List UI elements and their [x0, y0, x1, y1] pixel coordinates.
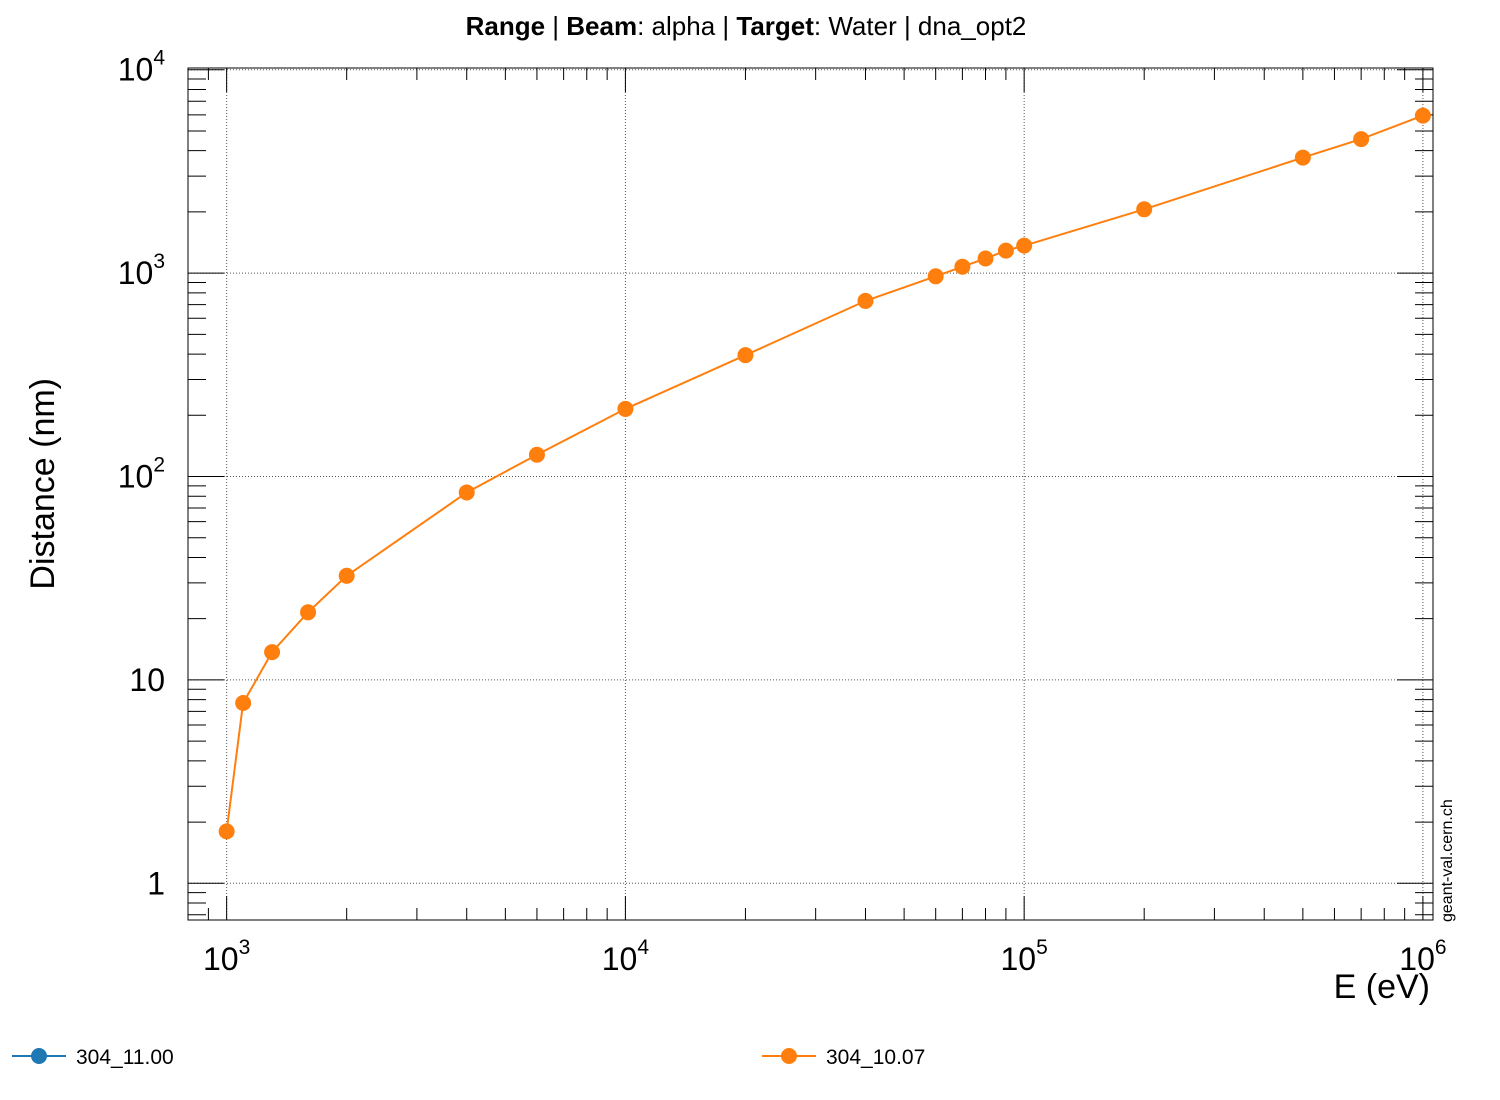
- chart-title-part: Beam: [566, 11, 637, 41]
- legend-marker: [781, 1048, 797, 1064]
- data-point: [737, 347, 754, 364]
- data-point: [1294, 149, 1311, 166]
- y-tick-exponent: 2: [153, 454, 165, 477]
- x-tick-label: 103: [203, 936, 250, 977]
- plot-frame: [187, 67, 1434, 921]
- y-axis-title: Distance (nm): [24, 378, 62, 590]
- y-tick-base: 1: [147, 865, 165, 901]
- data-point: [927, 268, 944, 285]
- y-tick-label: 1: [147, 865, 165, 901]
- data-point: [1136, 201, 1153, 218]
- chart-title-part: : Water | dna_opt2: [814, 11, 1026, 41]
- x-tick-exponent: 3: [239, 936, 251, 959]
- data-point: [857, 292, 874, 309]
- data-point: [218, 823, 235, 840]
- y-tick-label: 103: [118, 250, 165, 291]
- data-point: [264, 644, 281, 661]
- legend-item: 304_11.00: [12, 1046, 174, 1069]
- x-tick-exponent: 4: [637, 936, 649, 959]
- watermark-text: geant-val.cern.ch: [1439, 799, 1456, 922]
- x-tick-label: 106: [1399, 936, 1446, 977]
- data-point: [1353, 131, 1370, 148]
- chart-title-text: Range | Beam: alpha | Target: Water | dn…: [466, 11, 1027, 41]
- axis-ticks: [187, 68, 1433, 920]
- chart-title-part: : alpha |: [637, 11, 736, 41]
- y-tick-base: 10: [118, 255, 154, 291]
- x-tick-base: 10: [1001, 941, 1037, 977]
- x-tick-label: 104: [602, 936, 650, 977]
- data-point: [458, 484, 475, 501]
- x-tick-exponent: 6: [1435, 936, 1447, 959]
- y-tick-base: 10: [118, 459, 154, 495]
- chart-title-part: |: [545, 11, 566, 41]
- x-tick-label: 105: [1001, 936, 1048, 977]
- y-tick-exponent: 3: [153, 250, 165, 273]
- y-tick-label: 104: [118, 47, 166, 88]
- y-tick-base: 10: [129, 662, 165, 698]
- legend-label: 304_11.00: [76, 1046, 174, 1069]
- data-point: [235, 694, 252, 711]
- legend-marker: [31, 1048, 47, 1064]
- x-tick-exponent: 5: [1036, 936, 1048, 959]
- y-tick-exponent: 4: [153, 47, 165, 70]
- y-tick-label: 10: [129, 662, 165, 698]
- x-tick-base: 10: [1399, 941, 1435, 977]
- x-tick-base: 10: [602, 941, 638, 977]
- grid: [188, 68, 1433, 920]
- chart-title-part: Range: [466, 11, 545, 41]
- chart-title-part: Target: [736, 11, 814, 41]
- legend-item: 304_10.07: [762, 1046, 925, 1069]
- data-point: [954, 258, 971, 275]
- legend: 304_11.00 304_10.07: [12, 1046, 925, 1069]
- data-point: [977, 250, 994, 267]
- series: [218, 107, 1431, 840]
- y-tick-base: 10: [118, 52, 154, 88]
- y-tick-label: 102: [118, 454, 165, 495]
- data-point: [338, 567, 355, 584]
- data-point: [1414, 107, 1431, 124]
- data-point: [617, 400, 634, 417]
- x-tick-labels: 103 104 105 106: [203, 936, 1447, 977]
- data-point: [300, 604, 317, 621]
- data-point: [997, 242, 1014, 259]
- chart-title: Range | Beam: alpha | Target: Water | dn…: [466, 11, 1027, 41]
- data-point: [1016, 237, 1033, 254]
- data-point: [528, 446, 545, 463]
- series-line: [225, 114, 1424, 832]
- legend-label: 304_10.07: [826, 1046, 925, 1069]
- x-axis-title: E (eV): [1334, 968, 1430, 1006]
- x-tick-base: 10: [203, 941, 239, 977]
